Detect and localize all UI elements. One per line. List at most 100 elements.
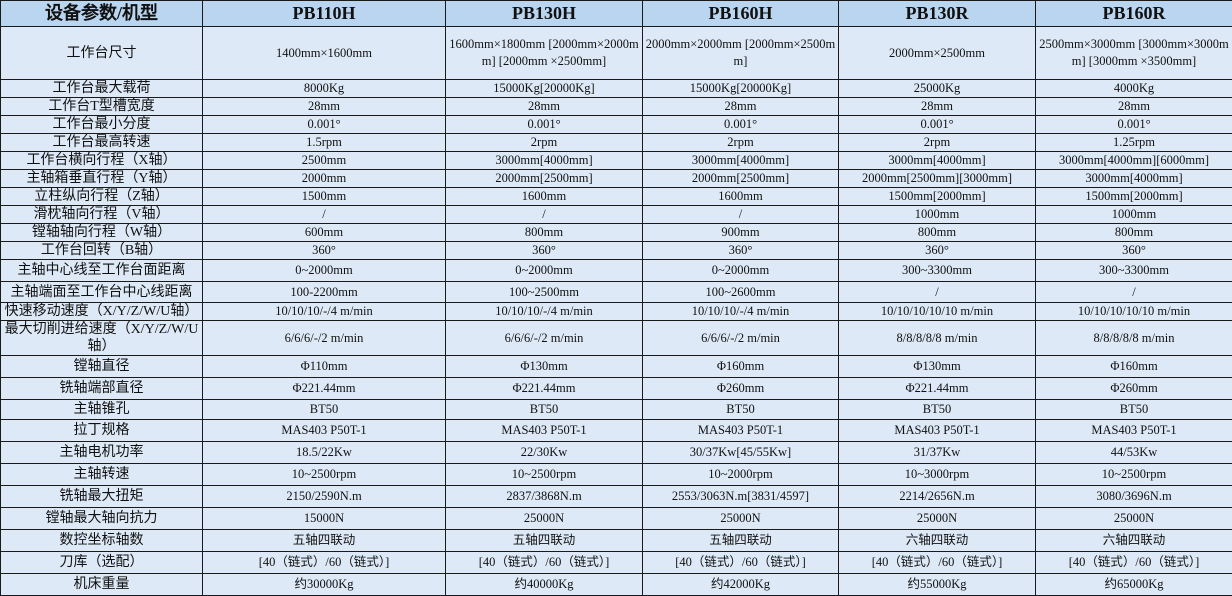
spec-value-cell: 360° [839,242,1036,260]
spec-value-cell: 30/37Kw[45/55Kw] [643,442,839,464]
header-row: 设备参数/机型 PB110H PB130H PB160H PB130R PB16… [1,1,1232,27]
spec-value-cell: 8/8/8/8/8 m/min [839,321,1036,356]
header-model: PB160H [643,1,839,27]
spec-value-cell: 0.001° [839,116,1036,134]
row-label: 主轴端面至工作台中心线距离 [1,282,203,303]
spec-value-cell: / [643,206,839,224]
row-label: 主轴中心线至工作台面距离 [1,260,203,282]
row-label: 铣轴端部直径 [1,378,203,400]
spec-value-cell: 1.5rpm [203,134,446,152]
row-label: 快速移动速度（X/Y/Z/W/U轴） [1,303,203,321]
row-label: 主轴箱垂直行程（Y轴） [1,170,203,188]
spec-value-cell: 2150/2590N.m [203,486,446,508]
spec-value-cell: 300~3300mm [839,260,1036,282]
spec-value-cell: 10~2500rpm [446,464,643,486]
spec-value-cell: 3080/3696N.m [1036,486,1232,508]
row-label: 工作台横向行程（X轴） [1,152,203,170]
spec-value-cell: 4000Kg [1036,80,1232,98]
spec-value-cell: 10/10/10/-/4 m/min [203,303,446,321]
spec-value-cell: Φ130mm [839,356,1036,378]
spec-value-cell: 25000N [839,508,1036,530]
spec-value-cell: 0~2000mm [643,260,839,282]
row-label: 最大切削进给速度（X/Y/Z/W/U轴） [1,321,203,356]
spec-value-cell: 2rpm [839,134,1036,152]
spec-value-cell: MAS403 P50T-1 [1036,420,1232,442]
spec-value-cell: 10~2500rpm [1036,464,1232,486]
spec-value-cell: 6/6/6/-/2 m/min [643,321,839,356]
spec-value-cell: 800mm [839,224,1036,242]
header-model: PB110H [203,1,446,27]
spec-value-cell: 1500mm[2000mm] [839,188,1036,206]
spec-value-cell: Φ160mm [643,356,839,378]
spec-value-cell: [40（链式）/60（链式）] [839,552,1036,574]
spec-value-cell: 100~2600mm [643,282,839,303]
row-label: 立柱纵向行程（Z轴） [1,188,203,206]
table-row: 数控坐标轴数五轴四联动五轴四联动五轴四联动六轴四联动六轴四联动 [1,530,1232,552]
spec-value-cell: Φ221.44mm [203,378,446,400]
spec-value-cell: MAS403 P50T-1 [643,420,839,442]
spec-value-cell: 六轴四联动 [839,530,1036,552]
spec-value-cell: 约30000Kg [203,574,446,596]
spec-value-cell: 900mm [643,224,839,242]
spec-value-cell: 15000N [203,508,446,530]
spec-value-cell: 100~2500mm [446,282,643,303]
spec-value-cell: 360° [203,242,446,260]
spec-value-cell: MAS403 P50T-1 [839,420,1036,442]
spec-value-cell: 28mm [203,98,446,116]
spec-value-cell: 约65000Kg [1036,574,1232,596]
spec-value-cell: 2500mm [203,152,446,170]
spec-value-cell: 28mm [446,98,643,116]
spec-value-cell: 22/30Kw [446,442,643,464]
spec-value-cell: 28mm [1036,98,1232,116]
spec-value-cell: BT50 [446,400,643,420]
header-model: PB130H [446,1,643,27]
spec-value-cell: MAS403 P50T-1 [446,420,643,442]
spec-value-cell: 2214/2656N.m [839,486,1036,508]
row-label: 工作台尺寸 [1,27,203,80]
header-model: PB160R [1036,1,1232,27]
row-label: 镗轴轴向行程（W轴） [1,224,203,242]
spec-value-cell: 100-2200mm [203,282,446,303]
spec-value-cell: 1600mm×1800mm [2000mm×2000mm] [2000mm ×2… [446,27,643,80]
table-row: 工作台回转（B轴）360°360°360°360°360° [1,242,1232,260]
spec-value-cell: [40（链式）/60（链式）] [203,552,446,574]
spec-value-cell: 8000Kg [203,80,446,98]
spec-value-cell: 0.001° [203,116,446,134]
spec-value-cell: 1000mm [839,206,1036,224]
row-label: 镗轴直径 [1,356,203,378]
spec-value-cell: BT50 [203,400,446,420]
spec-value-cell: 五轴四联动 [203,530,446,552]
spec-value-cell: 360° [446,242,643,260]
spec-value-cell: 25000N [1036,508,1232,530]
spec-value-cell: 2000mm[2500mm] [643,170,839,188]
row-label: 刀库（选配） [1,552,203,574]
spec-value-cell: / [1036,282,1232,303]
spec-value-cell: Φ260mm [643,378,839,400]
row-label: 数控坐标轴数 [1,530,203,552]
spec-value-cell: 1000mm [1036,206,1232,224]
spec-value-cell: 1.25rpm [1036,134,1232,152]
spec-value-cell: 2837/3868N.m [446,486,643,508]
spec-value-cell: Φ110mm [203,356,446,378]
spec-value-cell: 44/53Kw [1036,442,1232,464]
spec-value-cell: Φ260mm [1036,378,1232,400]
spec-value-cell: [40（链式）/60（链式）] [446,552,643,574]
row-label: 主轴电机功率 [1,442,203,464]
spec-value-cell: 28mm [643,98,839,116]
spec-value-cell: 3000mm[4000mm] [839,152,1036,170]
spec-value-cell: 28mm [839,98,1036,116]
spec-value-cell: 15000Kg[20000Kg] [643,80,839,98]
table-row: 刀库（选配）[40（链式）/60（链式）][40（链式）/60（链式）][40（… [1,552,1232,574]
row-label: 主轴转速 [1,464,203,486]
spec-value-cell: 300~3300mm [1036,260,1232,282]
spec-value-cell: 1400mm×1600mm [203,27,446,80]
spec-value-cell: 1600mm [446,188,643,206]
